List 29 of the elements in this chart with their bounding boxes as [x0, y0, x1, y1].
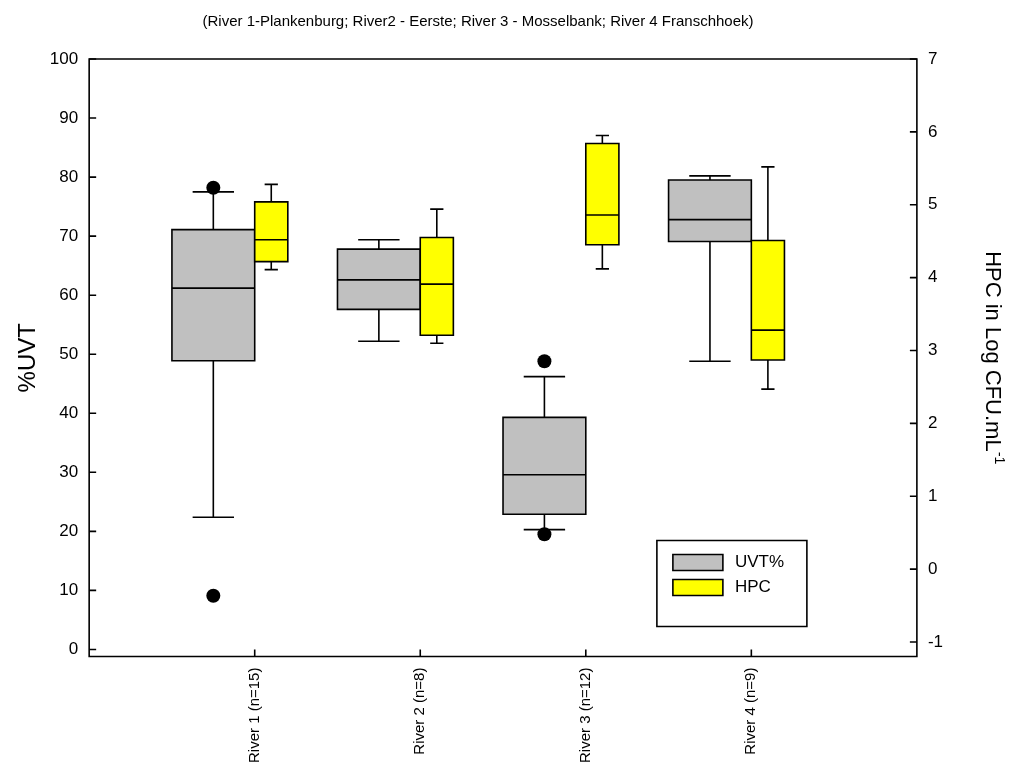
y2-tick-label: 7 — [927, 48, 938, 68]
y-tick-label: 60 — [59, 284, 79, 304]
y2-tick-label: 0 — [927, 558, 938, 578]
y-tick-label: 90 — [59, 107, 79, 127]
x-tick-label: River 3 (n=12) — [575, 667, 593, 764]
y-tick-label: 70 — [59, 225, 79, 245]
x-tick-label: River 1 (n=15) — [244, 667, 262, 764]
y-tick-label: 100 — [49, 48, 79, 68]
chart-title: (River 1-Plankenburg; River2 - Eerste; River 3 - Mosselbank; River 4 Franschhoek) — [202, 12, 754, 30]
y2-tick-label: -1 — [927, 631, 944, 651]
y-tick-label: 30 — [59, 462, 79, 482]
y-tick-label: 50 — [59, 343, 79, 363]
y2-tick-label: 4 — [927, 267, 938, 287]
y2-axis-title: HPC in Log CFU.mL-1 — [981, 251, 1008, 465]
y-tick-label: 20 — [59, 521, 79, 541]
x-tick-label: River 4 (n=9) — [741, 667, 759, 755]
y2-tick-label: 2 — [927, 413, 938, 433]
y-tick-label: 80 — [59, 166, 79, 186]
x-tick-label: River 2 (n=8) — [410, 667, 428, 755]
legend-label: HPC — [734, 577, 771, 597]
y-tick-label: 40 — [59, 402, 79, 422]
y-tick-label: 0 — [68, 639, 79, 659]
legend-label: UVT% — [734, 552, 785, 572]
y2-tick-label: 1 — [927, 485, 938, 505]
y2-tick-label: 5 — [927, 194, 938, 214]
y-axis-title: %UVT — [13, 322, 41, 393]
y-tick-label: 10 — [59, 580, 79, 600]
y2-tick-label: 6 — [927, 121, 938, 141]
y2-tick-label: 3 — [927, 340, 938, 360]
